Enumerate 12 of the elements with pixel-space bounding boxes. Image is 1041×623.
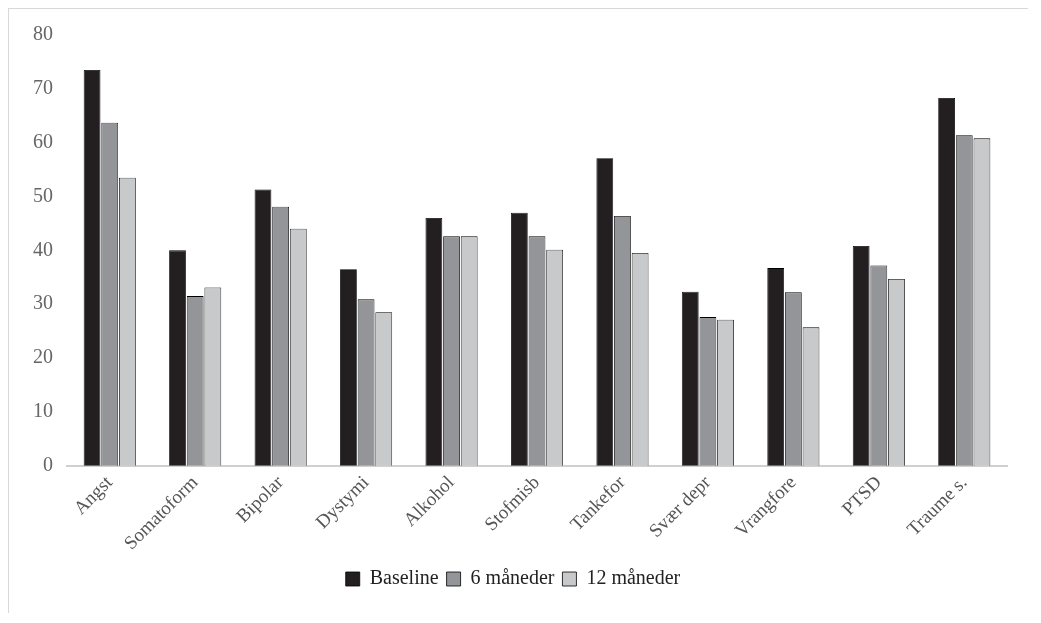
y-tick-label: 20 (33, 345, 53, 368)
y-tick-label: 30 (33, 291, 53, 314)
y-tick-label: 80 (33, 22, 53, 45)
y-tick-label: 0 (43, 452, 53, 475)
y-tick-label: 60 (33, 129, 53, 152)
legend-label: Baseline (369, 566, 439, 589)
legend-label: 12 måneder (586, 566, 681, 589)
y-tick-label: 10 (33, 399, 53, 422)
y-tick-label: 70 (33, 76, 53, 99)
legend-label: 6 måneder (470, 566, 555, 589)
y-tick-label: 50 (33, 183, 53, 206)
y-tick-label: 40 (33, 237, 53, 260)
